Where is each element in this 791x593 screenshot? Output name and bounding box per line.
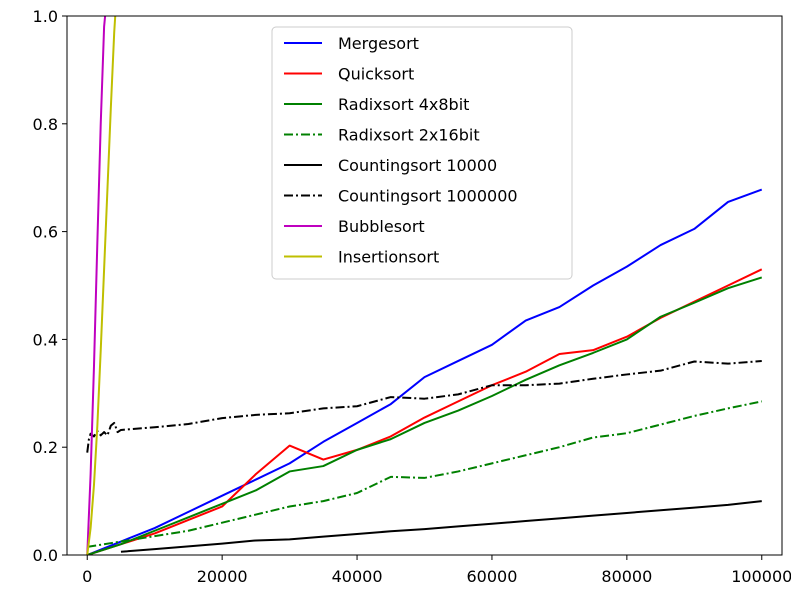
legend: Mergesort Quicksort Radixsort 4x8bit Radixs… [271,26,573,280]
x-tick-label: 0 [82,567,92,586]
legend-label: Countingsort 10000 [338,156,497,175]
y-tick-label: 0.8 [33,115,58,134]
x-tick-label: 60000 [466,567,517,586]
plot-frame [66,15,783,556]
y-tick-label: 0.6 [33,223,58,242]
series-line-insertionsort [86,16,117,555]
x-tick-label: 100000 [731,567,791,586]
series-line-radixsort-4x8bit [86,276,763,555]
series-line-countingsort-1000000 [86,359,762,453]
series-line-mergesort [86,188,763,555]
legend-label: Quicksort [338,65,414,84]
series-line-radixsort-2x16bit [87,400,762,548]
series-line-bubblesort [86,16,107,555]
x-tick-label: 40000 [332,567,383,586]
legend-label: Countingsort 1000000 [338,187,518,206]
y-tick-label: 0.0 [33,546,58,565]
x-axis: 0 20000 40000 60000 80000 100000 [82,555,791,586]
y-tick-label: 0.4 [33,330,58,349]
legend-label: Bubblesort [338,217,425,236]
legend-box [271,26,573,280]
legend-label: Mergesort [338,34,419,53]
legend-label: Radixsort 2x16bit [338,126,480,145]
y-tick-label: 1.0 [33,7,58,26]
x-tick-label: 20000 [197,567,248,586]
y-tick-label: 0.2 [33,438,58,457]
y-axis: 0.0 0.2 0.4 0.6 0.8 1.0 [33,7,67,565]
series-line-countingsort-10000 [120,500,762,553]
x-tick-label: 80000 [601,567,652,586]
legend-label: Radixsort 4x8bit [338,95,469,114]
series-layer [86,16,763,555]
legend-label: Insertionsort [338,248,439,267]
